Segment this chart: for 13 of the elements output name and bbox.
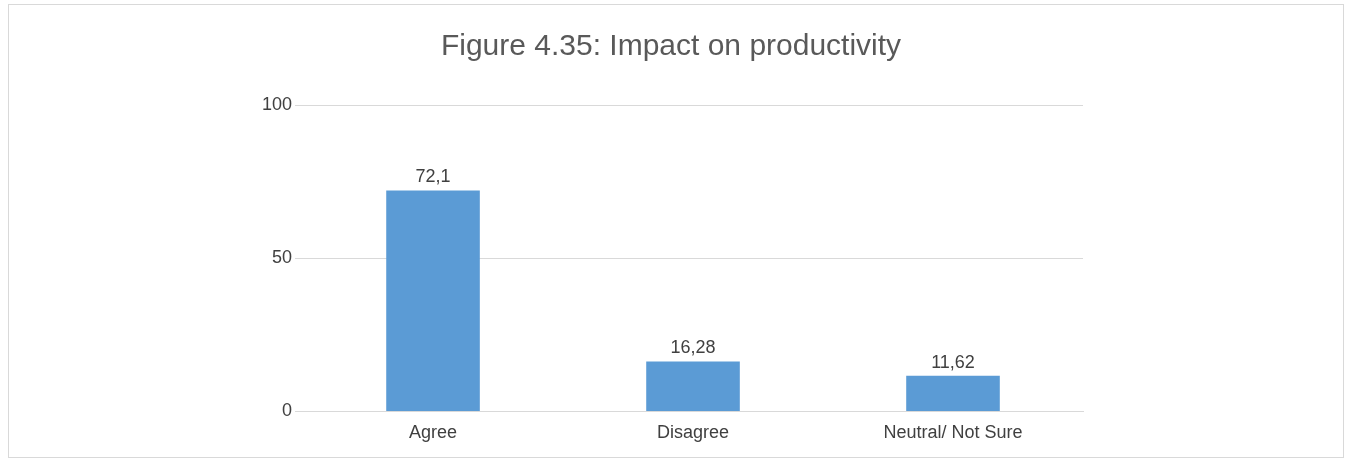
x-tick-label: Disagree	[656, 422, 730, 443]
chart-title: Figure 4.35: Impact on productivity	[440, 28, 902, 62]
data-label: 72,1	[415, 166, 451, 187]
bar	[646, 361, 740, 411]
y-tick-label: 0	[282, 400, 293, 421]
bar	[906, 375, 1000, 411]
x-tick-label: Neutral/ Not Sure	[883, 422, 1023, 443]
bar	[386, 190, 480, 411]
data-label: 11,62	[931, 351, 975, 372]
y-tick-label: 100	[261, 93, 293, 114]
data-label: 16,28	[670, 337, 716, 358]
x-tick-label: Agree	[409, 422, 458, 443]
y-tick-label: 50	[272, 247, 293, 268]
